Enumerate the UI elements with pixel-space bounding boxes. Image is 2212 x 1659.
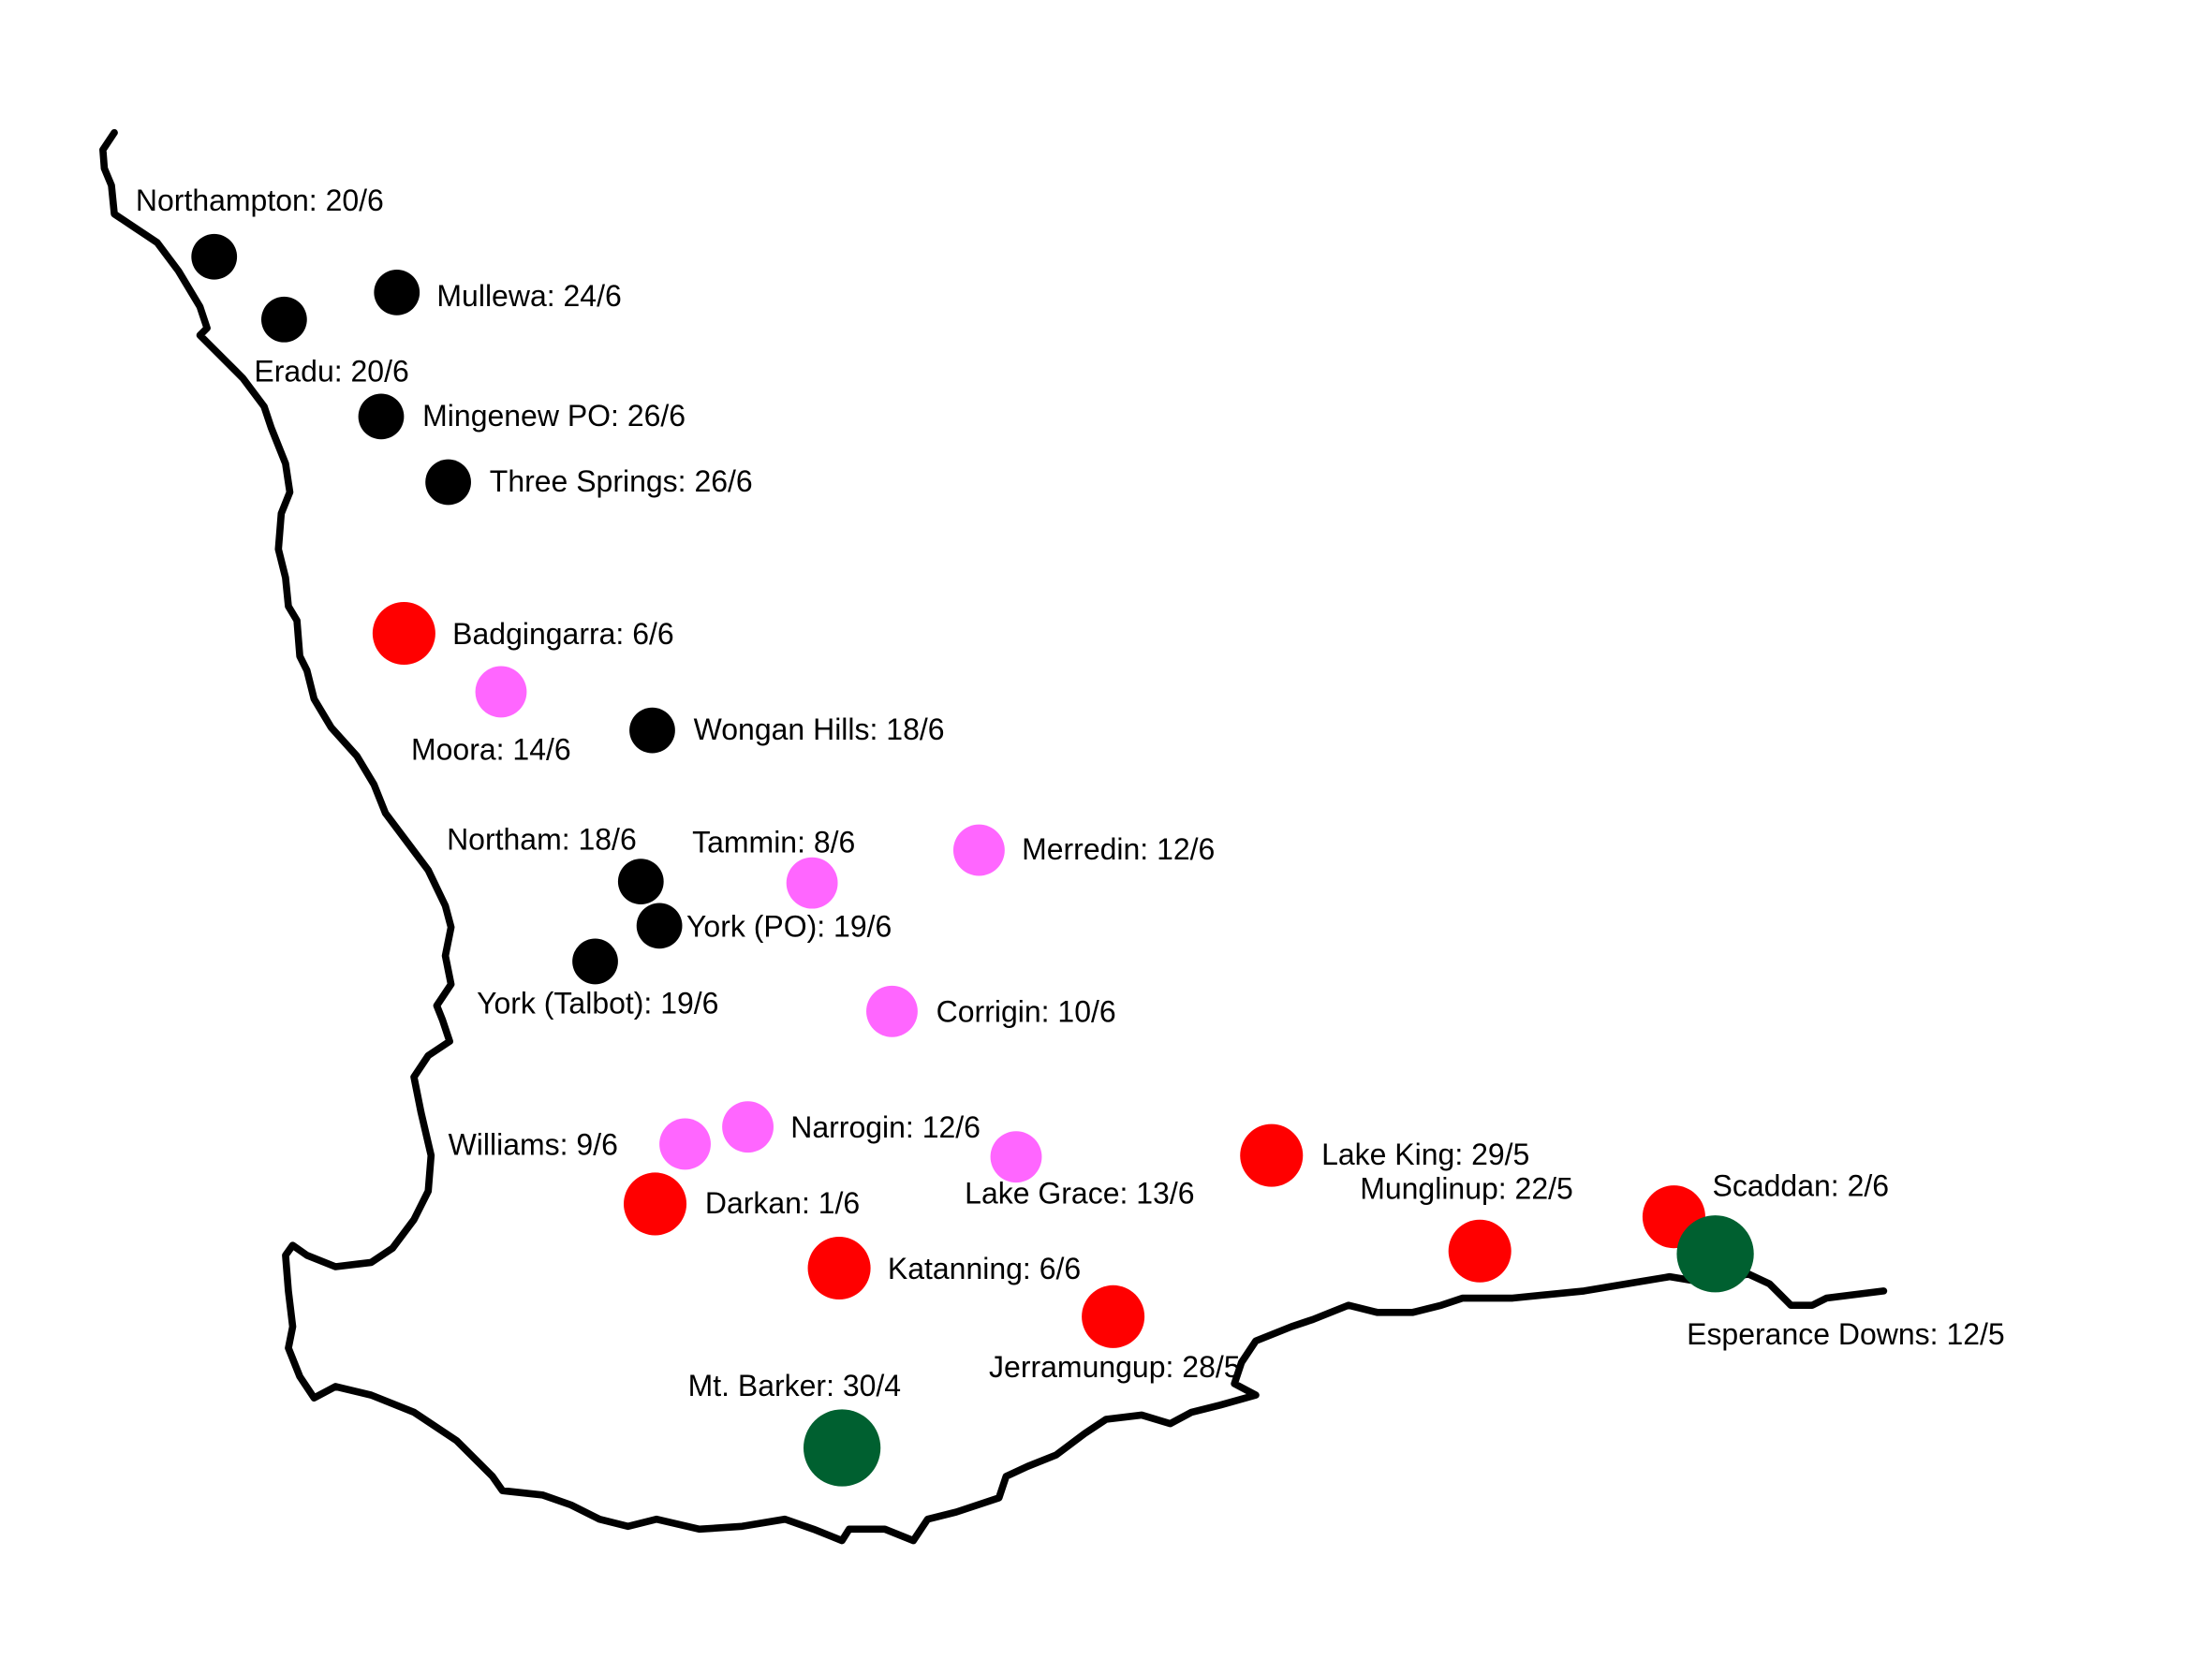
marker — [475, 666, 527, 718]
place-label: York (PO): 19/6 — [686, 909, 892, 943]
marker — [572, 938, 618, 985]
marker — [1676, 1215, 1754, 1293]
place-label: Narrogin: 12/6 — [790, 1110, 981, 1144]
marker — [803, 1409, 881, 1487]
marker — [636, 903, 683, 949]
place-label: Scaddan: 2/6 — [1713, 1169, 1890, 1203]
marker — [374, 269, 420, 316]
place-label: Lake Grace: 13/6 — [965, 1176, 1194, 1210]
marker — [624, 1172, 687, 1236]
place-label: Merredin: 12/6 — [1022, 832, 1215, 866]
place-label: Esperance Downs: 12/5 — [1687, 1317, 2005, 1351]
place-label: Northam: 18/6 — [447, 822, 637, 856]
marker — [629, 707, 675, 754]
place-label: Wongan Hills: 18/6 — [694, 712, 945, 746]
marker — [722, 1101, 774, 1153]
marker — [1082, 1285, 1145, 1348]
markers — [191, 233, 1754, 1487]
place-label: Three Springs: 26/6 — [490, 464, 753, 498]
place-label: Mt. Barker: 30/4 — [688, 1369, 902, 1402]
marker — [990, 1131, 1042, 1183]
place-label: Mullewa: 24/6 — [436, 279, 621, 313]
marker — [786, 857, 838, 909]
marker — [1240, 1123, 1304, 1187]
place-label: Northampton: 20/6 — [136, 184, 384, 217]
place-label: Williams: 9/6 — [449, 1127, 618, 1161]
place-label: Lake King: 29/5 — [1321, 1138, 1529, 1171]
coastline — [99, 128, 1888, 1545]
marker — [659, 1118, 711, 1170]
labels: Northampton: 20/6 Mullewa: 24/6 Eradu: 2… — [136, 184, 2005, 1402]
place-label: Darkan: 1/6 — [705, 1186, 860, 1220]
marker — [866, 985, 918, 1037]
marker — [358, 393, 405, 440]
marker — [191, 233, 238, 280]
place-label: York (Talbot): 19/6 — [477, 987, 718, 1020]
marker — [807, 1237, 871, 1300]
marker — [425, 459, 471, 506]
place-label: Badgingarra: 6/6 — [452, 617, 674, 651]
place-label: Katanning: 6/6 — [888, 1252, 1081, 1285]
marker — [372, 601, 435, 666]
place-label: Tammin: 8/6 — [692, 825, 855, 859]
marker — [952, 824, 1005, 876]
place-label: Corrigin: 10/6 — [936, 995, 1116, 1029]
place-label: Munglinup: 22/5 — [1360, 1172, 1573, 1206]
place-label: Eradu: 20/6 — [254, 355, 408, 389]
marker — [1448, 1219, 1512, 1283]
place-label: Mingenew PO: 26/6 — [422, 399, 686, 433]
place-label: Jerramungup: 28/5 — [989, 1350, 1240, 1384]
marker — [261, 296, 307, 343]
marker — [617, 859, 664, 904]
place-label: Moora: 14/6 — [411, 732, 571, 766]
